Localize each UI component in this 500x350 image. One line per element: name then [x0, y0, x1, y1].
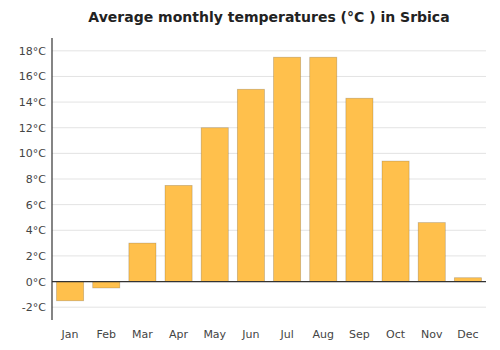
bar: [129, 243, 156, 281]
x-tick-label: Apr: [169, 328, 189, 341]
y-tick-label: -2°C: [22, 301, 46, 314]
y-tick-label: 2°C: [26, 250, 46, 263]
grid-line: [52, 127, 486, 128]
chart-container: Average monthly temperatures (°C ) in Sr…: [0, 0, 500, 350]
x-tick-label: Jan: [61, 328, 79, 341]
grid-line: [52, 102, 486, 103]
y-tick-label: 16°C: [19, 70, 46, 83]
bar: [274, 57, 301, 281]
x-tick-label: Jul: [279, 328, 293, 341]
bar: [57, 282, 84, 301]
chart: Average monthly temperatures (°C ) in Sr…: [0, 0, 500, 350]
x-tick-label: Dec: [457, 328, 478, 341]
x-tick-label: Feb: [97, 328, 116, 341]
baseline: [52, 281, 486, 282]
bars: [57, 57, 482, 301]
grid-line: [52, 76, 486, 77]
y-tick-label: 18°C: [19, 45, 46, 58]
bar: [237, 89, 264, 281]
x-tick-label: Jun: [241, 328, 259, 341]
title: Average monthly temperatures (°C ) in Sr…: [88, 9, 449, 25]
bar: [418, 223, 445, 282]
y-tick-label: 8°C: [26, 173, 46, 186]
bar: [201, 128, 228, 282]
grid-line: [52, 50, 486, 51]
grid-line: [52, 204, 486, 205]
bar: [382, 161, 409, 281]
grid-line: [52, 307, 486, 308]
x-tick-label: Aug: [313, 328, 334, 341]
y-tick-label: 0°C: [26, 276, 46, 289]
grid-line: [52, 153, 486, 154]
x-tick-label: May: [203, 328, 226, 341]
y-axis-line: [51, 38, 52, 320]
y-tick-label: 14°C: [19, 96, 46, 109]
y-tick-label: 6°C: [26, 199, 46, 212]
y-tick-label: 4°C: [26, 224, 46, 237]
x-tick-label: Oct: [386, 328, 406, 341]
grid-line: [52, 281, 486, 282]
bar: [93, 282, 120, 288]
grid: [52, 51, 486, 307]
x-tick-label: Sep: [349, 328, 370, 341]
grid-line: [52, 179, 486, 180]
x-tick-label: Nov: [421, 328, 443, 341]
x-tick-label: Mar: [132, 328, 153, 341]
bar: [310, 57, 337, 281]
bar: [346, 98, 373, 281]
y-tick-label: 10°C: [19, 147, 46, 160]
bar: [165, 185, 192, 281]
y-tick-label: 12°C: [19, 122, 46, 135]
